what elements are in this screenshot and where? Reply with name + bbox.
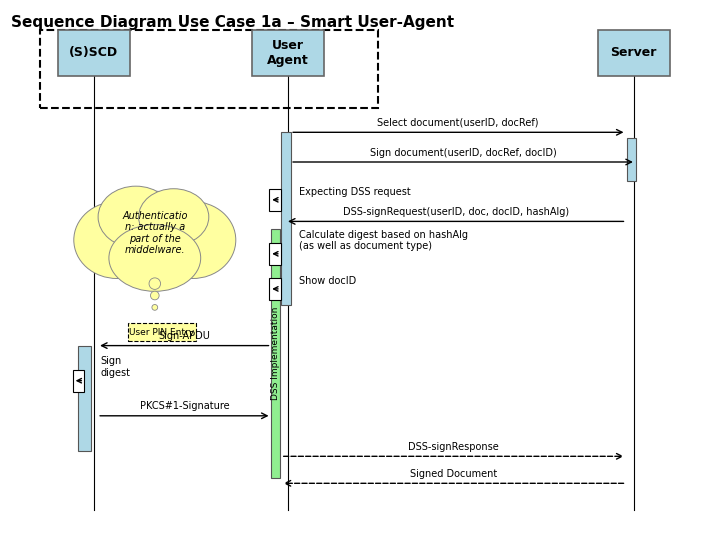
Bar [627, 138, 636, 181]
Text: Sequence Diagram Use Case 1a – Smart User-Agent: Sequence Diagram Use Case 1a – Smart Use… [11, 15, 454, 30]
Ellipse shape [150, 201, 236, 279]
Text: User PIN Entry: User PIN Entry [130, 328, 194, 336]
Bar [269, 243, 281, 265]
Circle shape [149, 278, 161, 289]
Circle shape [152, 305, 158, 310]
Bar [269, 189, 281, 211]
Text: DSS Implementation: DSS Implementation [271, 307, 280, 400]
Text: User
Agent: User Agent [267, 39, 309, 66]
Text: Signed Document: Signed Document [410, 469, 498, 479]
Text: Sign document(userID, docRef, docID): Sign document(userID, docRef, docID) [369, 147, 557, 158]
Ellipse shape [74, 201, 161, 279]
Bar [269, 278, 281, 300]
Text: (S)SCD: (S)SCD [69, 46, 118, 59]
Ellipse shape [109, 225, 201, 292]
Text: Sign-APDU: Sign-APDU [158, 331, 210, 341]
Ellipse shape [98, 186, 174, 248]
Text: DSS-signResponse: DSS-signResponse [408, 442, 499, 452]
Text: Expecting DSS request: Expecting DSS request [299, 187, 410, 197]
Bar [252, 30, 324, 76]
Text: Select document(userID, docRef): Select document(userID, docRef) [377, 118, 539, 128]
Bar [40, 30, 378, 108]
Text: Sign
digest: Sign digest [101, 356, 131, 378]
Text: Show docID: Show docID [299, 276, 356, 286]
Bar [598, 30, 670, 76]
Text: Server: Server [611, 46, 657, 59]
Bar [58, 30, 130, 76]
Text: Authenticatio
n: actually a
part of the
middelware.: Authenticatio n: actually a part of the … [122, 211, 187, 255]
Circle shape [150, 291, 159, 300]
Bar [78, 346, 91, 451]
Ellipse shape [139, 189, 209, 245]
Ellipse shape [95, 191, 215, 279]
Bar [128, 323, 196, 341]
Bar [282, 132, 291, 305]
Text: PKCS#1-Signature: PKCS#1-Signature [140, 401, 229, 411]
Text: DSS-signRequest(userID, doc, docID, hashAlg): DSS-signRequest(userID, doc, docID, hash… [343, 207, 569, 217]
Text: Calculate digest based on hashAlg
(as well as document type): Calculate digest based on hashAlg (as we… [299, 230, 468, 251]
Bar [271, 230, 281, 478]
Bar [73, 370, 84, 392]
